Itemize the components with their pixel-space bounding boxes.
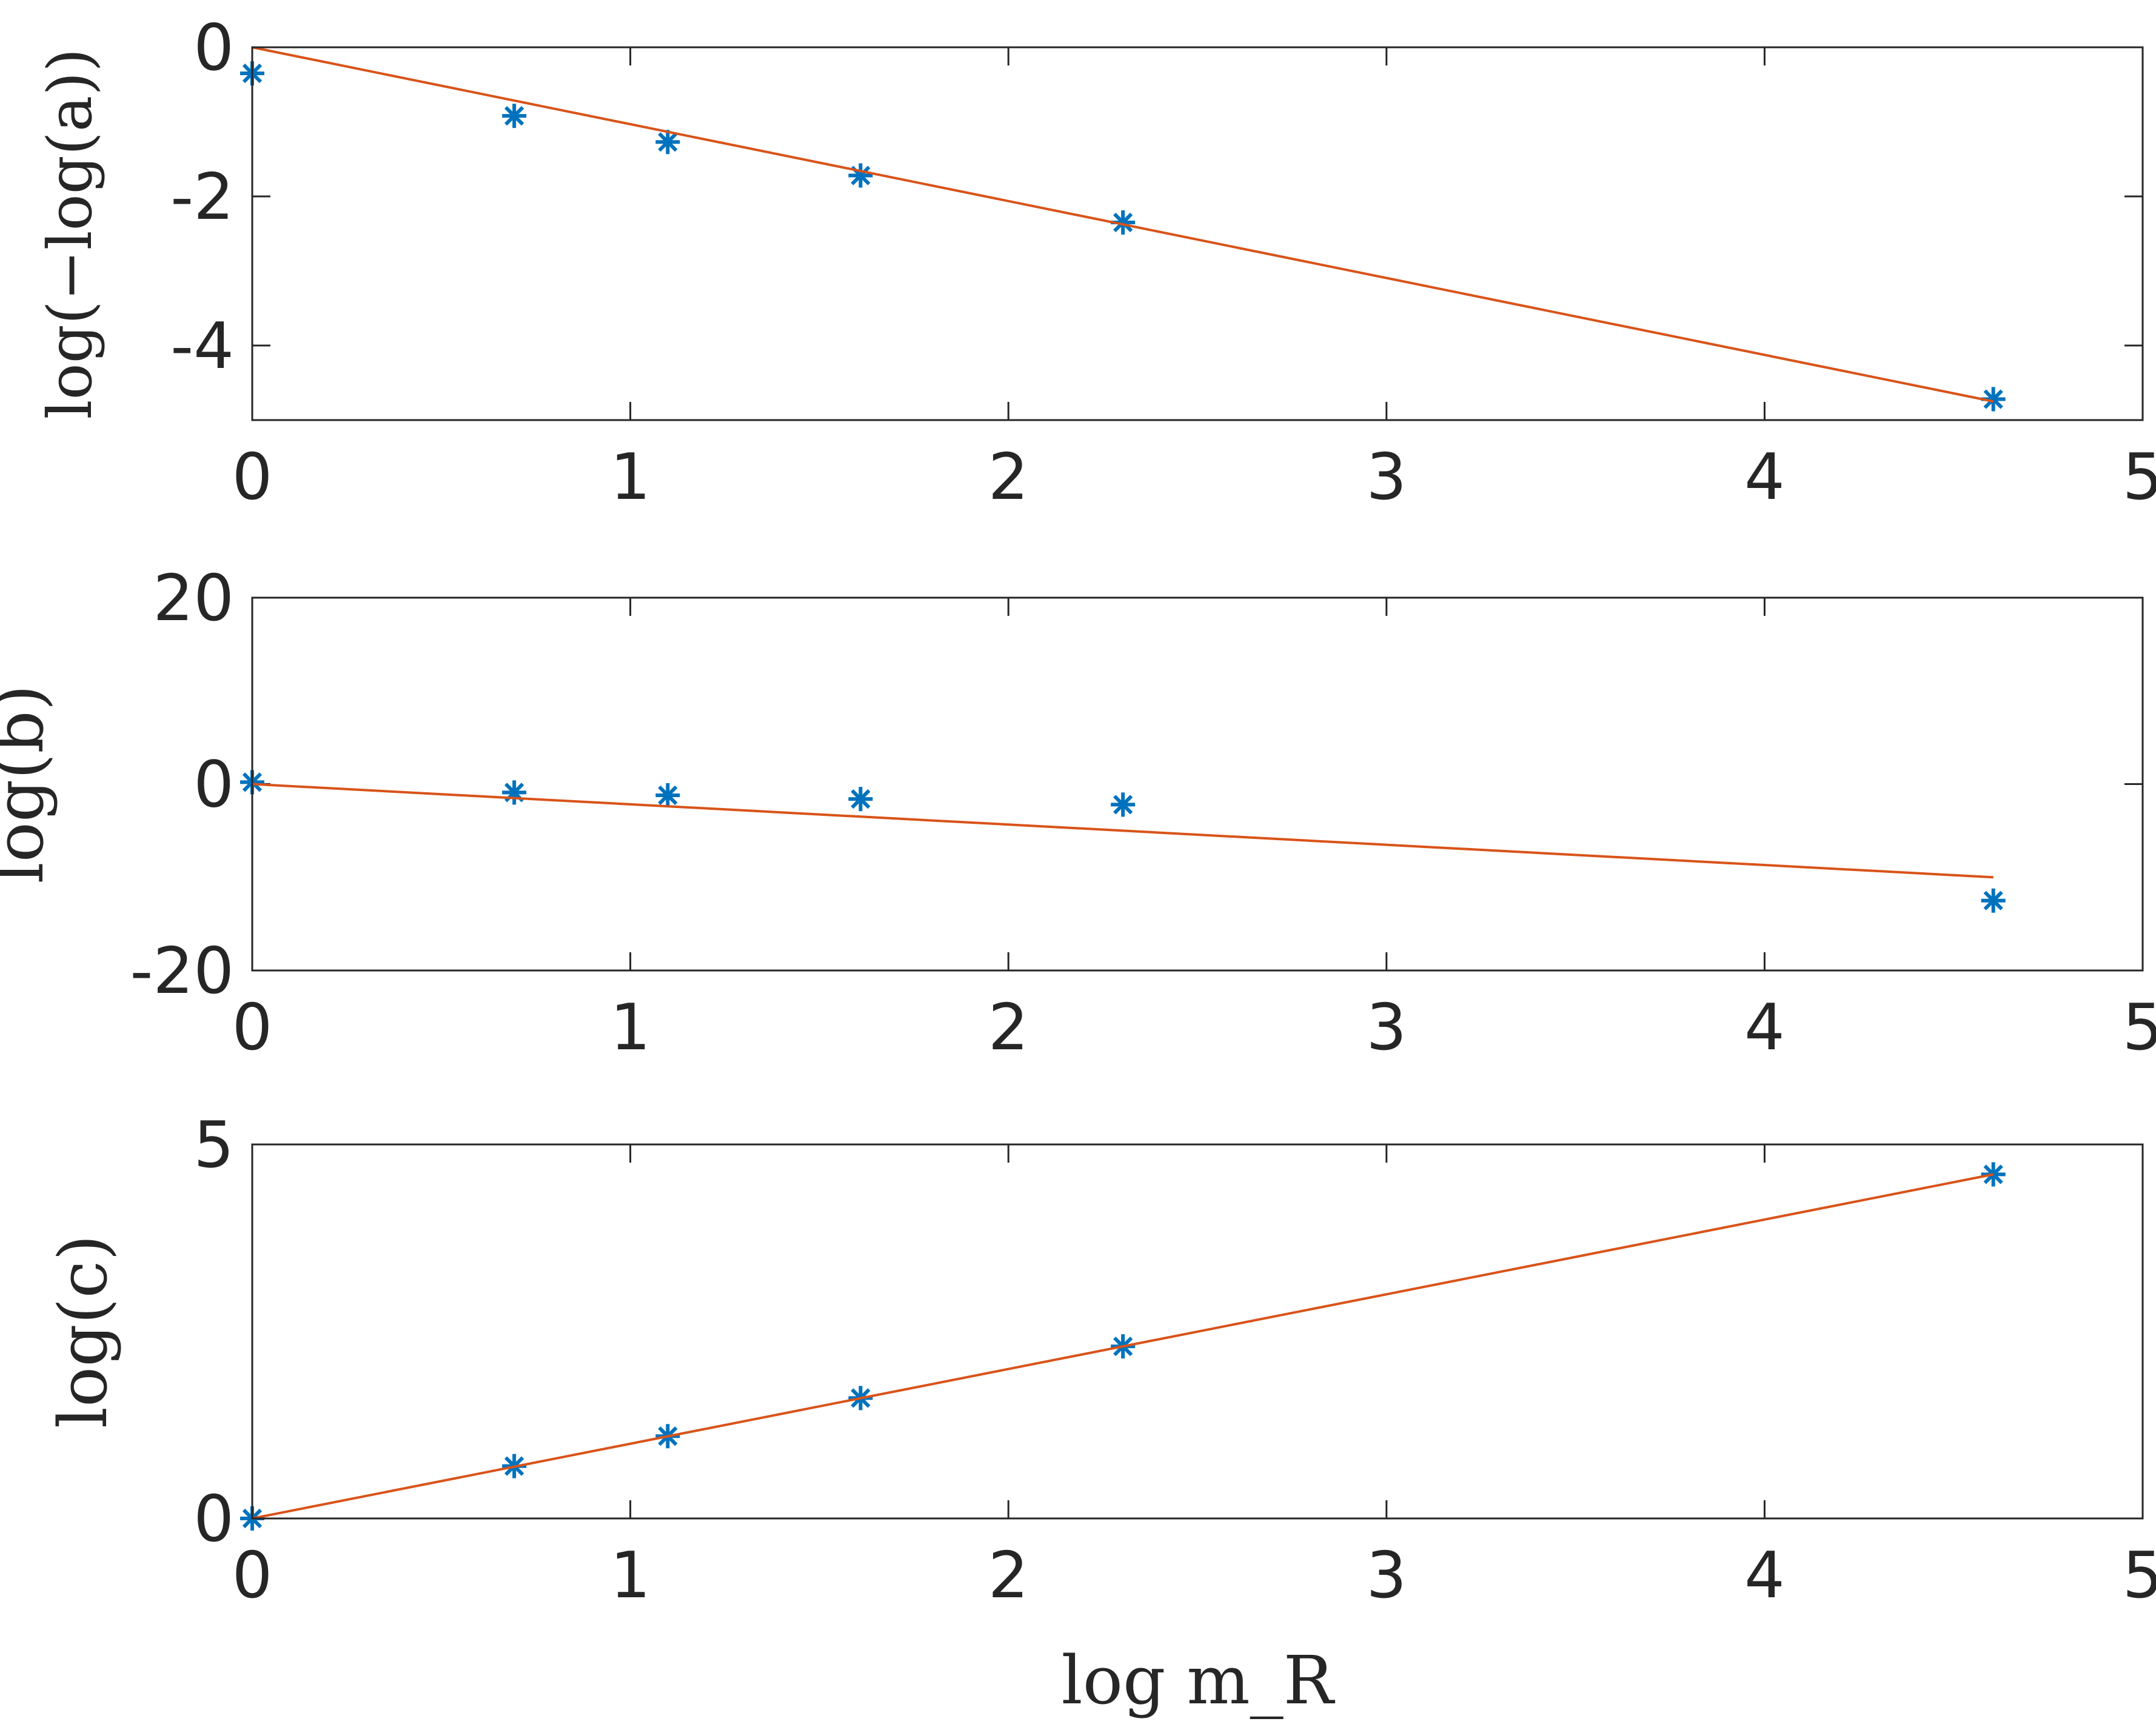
panel-b-data-point: [848, 787, 873, 812]
panel-c-xtick-label: 3: [1366, 1538, 1407, 1612]
panel-b-xtick-label: 0: [232, 990, 273, 1064]
panel-c: 0 1 2 3 4 5 0 5 log(c): [44, 1108, 2156, 1612]
panel-b-frame: [251, 596, 2144, 972]
panel-a-xtick-label: 4: [1744, 440, 1785, 514]
panel-c-ytick-label: 5: [193, 1108, 234, 1182]
panel-a-xtick-label: 3: [1366, 440, 1407, 514]
panel-a-data-point: [848, 163, 873, 188]
panel-a-ytick-label: -2: [170, 160, 234, 234]
x-axis-label: log m_R: [1062, 1641, 1336, 1719]
panel-b-xtick-label: 1: [610, 990, 651, 1064]
panel-c-xtick-label: 4: [1744, 1538, 1785, 1612]
panel-c-ytick-label: 0: [193, 1482, 234, 1556]
panel-a-frame: [251, 46, 2144, 421]
panel-c-xtick-label: 5: [2123, 1538, 2156, 1612]
panel-a-xtick-label: 0: [232, 440, 273, 514]
panel-c-xtick-label: 1: [610, 1538, 651, 1612]
panel-a-data-point: [655, 130, 680, 155]
panel-a-plot-area: [240, 46, 2006, 412]
panel-b-ytick-label: 0: [193, 748, 234, 822]
panel-b-ytick-label: -20: [130, 934, 235, 1008]
panel-c-xtick-label: 2: [988, 1538, 1029, 1612]
panel-b-ylabel: log(b): [0, 684, 58, 883]
panel-b-data-point: [655, 783, 680, 807]
panel-a-data-point: [1111, 210, 1136, 235]
panel-c-plot-area: [240, 1162, 2006, 1531]
panel-c-ticks: 0 1 2 3 4 5 0 5: [193, 1108, 2156, 1612]
panel-a-fit-line: [252, 46, 1994, 403]
panel-a: 0 1 2 3 4 5 -4 -2 0 log(−log(a)): [35, 11, 2156, 514]
panel-b-fit-line: [252, 783, 1994, 879]
panel-b-data-point: [502, 780, 527, 805]
panel-b-xtick-label: 4: [1744, 990, 1785, 1064]
panel-b-xtick-label: 2: [988, 990, 1029, 1064]
panel-a-xtick-label: 5: [2123, 440, 2156, 514]
panel-c-ylabel: log(c): [44, 1235, 122, 1428]
panel-c-fit-line: [252, 1173, 1994, 1520]
panel-a-ticks: 0 1 2 3 4 5 -4 -2 0: [170, 11, 2156, 514]
panel-a-data-point: [502, 104, 527, 129]
panel-b-data-point: [1981, 888, 2006, 913]
panel-a-ylabel: log(−log(a)): [35, 48, 105, 419]
panel-c-frame: [251, 1143, 2144, 1520]
panel-c-xtick-label: 0: [232, 1538, 273, 1612]
panel-a-ytick-label: -4: [170, 309, 234, 383]
panel-a-xtick-label: 2: [988, 440, 1029, 514]
panel-b-data-point: [1111, 792, 1136, 817]
panel-a-ytick-label: 0: [193, 11, 234, 85]
panel-a-xtick-label: 1: [610, 440, 651, 514]
panel-b-ytick-label: 20: [153, 561, 234, 635]
panel-b-xtick-label: 5: [2123, 990, 2156, 1064]
panel-b-xtick-label: 3: [1366, 990, 1407, 1064]
